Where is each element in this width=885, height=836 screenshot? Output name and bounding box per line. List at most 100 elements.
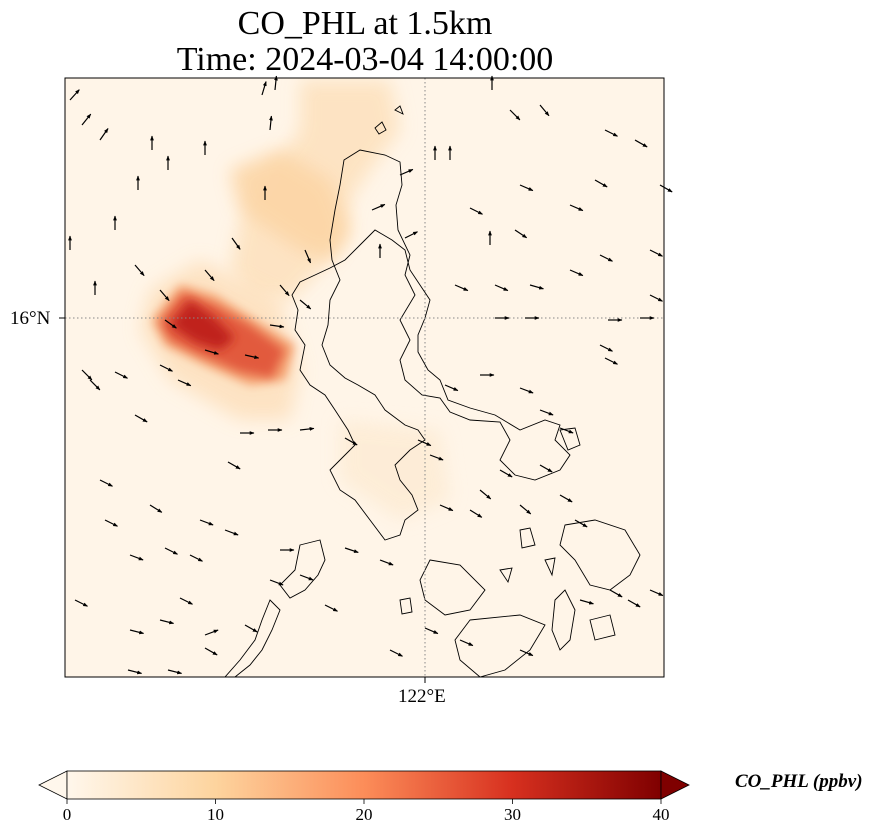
wind-arrow: [609, 589, 623, 598]
wind-arrow: [99, 128, 109, 141]
wind-arrow: [634, 139, 648, 148]
wind-arrow: [164, 319, 177, 329]
wind-arrow: [604, 357, 618, 365]
wind-arrow: [149, 504, 163, 513]
colorbar-extend-max: [660, 770, 690, 800]
wind-arrow: [659, 184, 673, 193]
wind-arrow: [371, 203, 386, 211]
wind-arrow: [429, 454, 444, 461]
wind-arrow: [164, 547, 178, 555]
wind-arrow: [454, 284, 469, 292]
plume-central: [230, 150, 350, 260]
colorbar-gradient: [66, 770, 662, 800]
wind-arrow: [574, 519, 588, 528]
wind-arrow: [539, 104, 550, 117]
wind-arrow: [404, 231, 418, 239]
wind-arrow: [299, 427, 315, 431]
wind-arrow: [199, 519, 214, 526]
wind-arrow: [129, 629, 145, 635]
babuyan-islands: [374, 105, 404, 135]
wind-arrow: [104, 519, 118, 527]
visayas-small-islands: [399, 527, 556, 615]
map-figure: [59, 75, 673, 683]
wind-arrow: [134, 414, 148, 423]
wind-arrow: [539, 464, 553, 473]
wind-arrow: [579, 599, 594, 605]
wind-arrow: [399, 168, 414, 176]
wind-arrow: [649, 249, 663, 257]
wind-arrow: [204, 349, 219, 355]
wind-arrow: [177, 379, 192, 387]
wind-arrow: [134, 264, 145, 277]
wind-arrow: [649, 294, 663, 302]
plume-core-inner: [170, 300, 235, 350]
wind-arrow: [559, 494, 573, 503]
wind-arrow: [159, 289, 170, 302]
wind-arrow: [304, 249, 312, 264]
samar-leyte-coastline: [559, 519, 641, 591]
wind-arrow: [204, 629, 219, 636]
wind-arrow: [69, 89, 80, 101]
wind-arrow: [424, 627, 439, 635]
wind-arrow: [269, 324, 285, 329]
wind-arrow: [569, 204, 584, 212]
wind-arrow: [81, 369, 93, 381]
wind-arrow: [499, 469, 513, 478]
wind-arrow: [594, 179, 608, 188]
wind-arrow: [269, 115, 273, 131]
map-frame: [64, 77, 665, 678]
southern-islands-coastline: [454, 614, 546, 677]
wind-arrow: [74, 599, 88, 607]
wind-arrow: [89, 379, 101, 391]
wind-arrow: [159, 619, 175, 625]
wind-arrow: [127, 669, 143, 675]
mindoro-coastline: [279, 539, 326, 599]
wind-arrow: [204, 647, 218, 656]
luzon-coastline: [291, 149, 571, 541]
palawan-coastline: [224, 599, 281, 677]
wind-arrow: [479, 489, 492, 500]
wind-arrow: [179, 597, 193, 605]
wind-arrow: [649, 589, 664, 597]
lon-tick-label: 122°E: [398, 686, 446, 707]
wind-arrow: [469, 509, 483, 518]
wind-arrow: [227, 461, 241, 470]
wind-arrow: [569, 269, 584, 277]
wind-arrow: [469, 207, 483, 215]
wind-arrow: [244, 624, 258, 633]
map-title-line1: CO_PHL at 1.5km: [237, 5, 493, 42]
wind-arrow: [324, 604, 338, 612]
colorbar-tick-0: 0: [62, 805, 72, 824]
wind-arrow: [599, 344, 613, 352]
wind-arrow: [269, 579, 284, 586]
wind-arrow: [299, 299, 312, 310]
wind-arrow: [604, 129, 618, 137]
plume-south-faint: [340, 420, 450, 520]
wind-arrow: [519, 504, 532, 515]
wind-arrow: [444, 384, 459, 392]
colorbar: [38, 770, 690, 804]
wind-arrow: [279, 284, 290, 297]
wind-arrow: [459, 639, 474, 647]
wind-arrow: [519, 649, 534, 657]
wind-arrow: [417, 439, 432, 447]
wind-arrow: [344, 547, 359, 553]
wind-arrow: [167, 669, 183, 675]
wind-arrow: [299, 574, 314, 581]
catanduanes-coastline: [559, 427, 581, 451]
colorbar-extend-min: [38, 770, 68, 800]
lat-tick-label: 16°N: [10, 308, 51, 329]
cebu-bohol-coastline: [551, 589, 616, 651]
wind-arrow: [439, 504, 454, 512]
wind-arrow: [514, 229, 528, 239]
coastlines: [224, 105, 641, 677]
wind-arrow: [389, 649, 403, 657]
colorbar-tick-40: 40: [652, 805, 670, 824]
wind-arrow: [231, 237, 241, 250]
wind-arrow: [99, 479, 113, 487]
wind-arrow: [129, 554, 144, 561]
wind-arrow: [509, 109, 521, 121]
wind-arrow: [599, 254, 613, 262]
colorbar-tick-10: 10: [207, 805, 224, 824]
map-title-line2: Time: 2024-03-04 14:00:00: [176, 41, 554, 78]
